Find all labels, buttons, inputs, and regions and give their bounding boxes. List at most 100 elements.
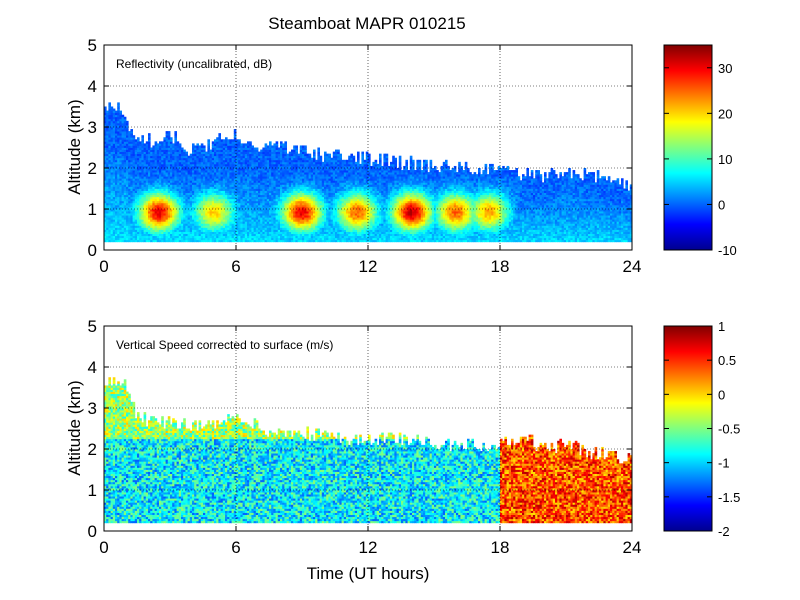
heatmap-cell [321,172,325,175]
heatmap-cell [104,227,107,230]
heatmap-cell [233,184,237,187]
heatmap-cell [123,239,127,243]
heatmap-cell [126,147,129,150]
heatmap-cell [183,211,186,214]
heatmap-cell [134,174,138,177]
heatmap-cell [141,213,144,216]
heatmap-cell [156,200,160,204]
heatmap-cell [297,163,301,167]
heatmap-cell [185,223,188,226]
heatmap-cell [156,151,160,155]
heatmap-cell [247,231,250,234]
heatmap-cell [302,153,305,157]
heatmap-cell [170,219,173,222]
heatmap-cell [128,219,131,222]
heatmap-cell [174,147,177,150]
heatmap-cell [262,180,265,183]
heatmap-cell [167,147,171,150]
heatmap-cell [145,200,149,204]
heatmap-cell [189,163,193,167]
heatmap-cell [317,225,320,228]
heatmap-cell [187,184,191,187]
heatmap-cell [156,182,160,185]
heatmap-cell [280,161,283,165]
heatmap-cell [209,180,213,183]
heatmap-cell [148,153,151,157]
heatmap-cell [220,153,224,157]
heatmap-cell [231,221,235,224]
heatmap-cell [227,223,230,226]
heatmap-cell [194,174,197,177]
heatmap-cell [233,147,237,150]
heatmap-cell [321,192,325,196]
heatmap-cell [185,159,188,163]
heatmap-cell [260,196,263,200]
heatmap-cell [189,180,193,183]
heatmap-cell [104,204,107,208]
heatmap-cell [108,159,111,163]
heatmap-cell [306,217,309,220]
heatmap-cell [139,172,142,175]
heatmap-cell [319,198,323,202]
heatmap-cell [106,192,109,196]
heatmap-cell [112,174,116,177]
heatmap-cell [304,237,307,241]
heatmap-cell [251,192,254,196]
heatmap-cell [205,221,208,224]
heatmap-cell [302,211,305,214]
heatmap-cell [148,174,151,177]
heatmap-cell [152,206,155,210]
heatmap-cell [251,157,254,161]
heatmap-cell [313,172,316,175]
heatmap-cell [110,170,114,173]
heatmap-cell [284,165,287,169]
heatmap-cell [119,184,122,187]
heatmap-cell [185,155,188,159]
heatmap-cell [324,223,327,226]
heatmap-cell [251,206,254,210]
heatmap-cell [304,200,307,204]
heatmap-cell [130,213,133,216]
heatmap-cell [266,202,270,206]
heatmap-cell [167,209,171,212]
heatmap-cell [141,233,144,237]
heatmap-cell [304,188,307,191]
heatmap-cell [150,147,153,150]
heatmap-cell [115,211,118,214]
heatmap-cell [242,198,246,202]
heatmap-cell [183,168,186,171]
heatmap-cell [108,155,111,159]
heatmap-cell [104,215,107,218]
heatmap-cell [178,155,182,159]
heatmap-cell [203,184,206,187]
heatmap-cell [119,233,122,237]
heatmap-cell [170,141,173,144]
heatmap-cell [271,178,274,181]
heatmap-cell [255,202,259,206]
heatmap-cell [183,170,186,173]
heatmap-cell [255,178,259,181]
heatmap-cell [152,202,155,206]
heatmap-cell [209,202,213,206]
heatmap-cell [218,133,221,136]
heatmap-cell [139,219,142,222]
heatmap-cell [282,202,285,206]
heatmap-cell [137,161,140,165]
heatmap-cell [209,196,213,200]
heatmap-cell [280,198,283,202]
heatmap-cell [218,143,221,146]
heatmap-cell [275,211,279,214]
heatmap-cell [192,168,195,171]
heatmap-cell [205,196,208,200]
heatmap-cell [187,233,191,237]
heatmap-cell [236,196,239,200]
heatmap-cell [315,217,318,220]
heatmap-cell [317,184,320,187]
heatmap-cell [302,151,305,155]
heatmap-cell [321,182,325,185]
heatmap-cell [167,149,171,152]
heatmap-cell [286,239,290,243]
heatmap-cell [183,206,186,210]
heatmap-cell [159,176,162,179]
